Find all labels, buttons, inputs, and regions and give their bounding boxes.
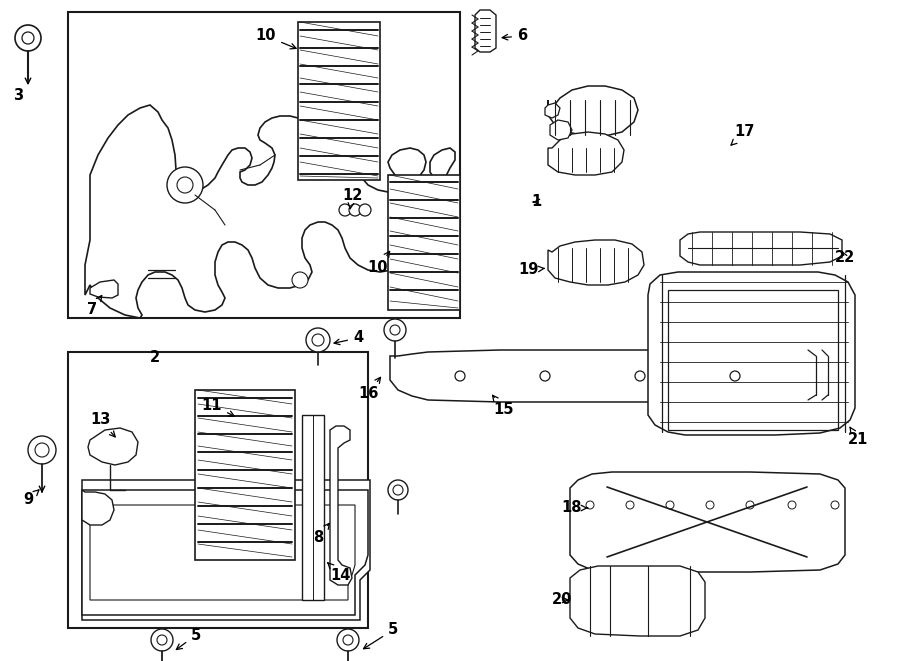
Text: 22: 22 [835, 251, 855, 266]
Circle shape [586, 501, 594, 509]
Polygon shape [548, 240, 644, 285]
Polygon shape [548, 132, 624, 175]
Text: 2: 2 [150, 350, 160, 366]
Polygon shape [390, 350, 834, 402]
Circle shape [177, 177, 193, 193]
Polygon shape [330, 426, 352, 585]
Polygon shape [545, 103, 560, 118]
Circle shape [292, 272, 308, 288]
Text: 3: 3 [13, 89, 23, 104]
Polygon shape [82, 490, 368, 615]
Circle shape [788, 501, 796, 509]
Circle shape [35, 443, 49, 457]
Circle shape [337, 629, 359, 651]
Polygon shape [195, 390, 295, 560]
Text: 17: 17 [731, 124, 755, 145]
Polygon shape [388, 175, 460, 310]
Polygon shape [570, 566, 705, 636]
Circle shape [626, 501, 634, 509]
Text: 10: 10 [368, 251, 390, 276]
Text: 18: 18 [562, 500, 588, 516]
Circle shape [388, 480, 408, 500]
Circle shape [706, 501, 714, 509]
Bar [668, 290, 838, 430]
Text: 5: 5 [176, 627, 201, 650]
Polygon shape [298, 22, 380, 180]
Text: 5: 5 [364, 623, 398, 648]
Bar [68, 352, 368, 628]
Text: 6: 6 [502, 28, 527, 44]
Circle shape [312, 334, 324, 346]
Circle shape [306, 328, 330, 352]
Text: 7: 7 [87, 295, 102, 317]
Circle shape [384, 319, 406, 341]
Circle shape [666, 501, 674, 509]
Circle shape [390, 325, 400, 335]
Text: 10: 10 [256, 28, 296, 49]
Circle shape [343, 635, 353, 645]
Circle shape [349, 204, 361, 216]
Circle shape [28, 436, 56, 464]
Text: 1: 1 [531, 194, 541, 210]
Text: 20: 20 [552, 592, 572, 607]
Circle shape [339, 204, 351, 216]
Polygon shape [82, 490, 114, 525]
Polygon shape [648, 272, 855, 435]
Text: 16: 16 [358, 377, 381, 401]
Text: 15: 15 [492, 395, 514, 418]
Text: 19: 19 [518, 262, 544, 278]
Circle shape [15, 25, 41, 51]
Circle shape [635, 371, 645, 381]
Circle shape [831, 501, 839, 509]
Text: 11: 11 [202, 397, 234, 416]
Circle shape [540, 371, 550, 381]
Circle shape [157, 635, 167, 645]
Text: 21: 21 [848, 427, 868, 447]
Text: 12: 12 [342, 188, 362, 209]
Text: 4: 4 [334, 330, 363, 346]
Polygon shape [680, 232, 842, 265]
Circle shape [393, 485, 403, 495]
Bar [302, 415, 324, 600]
Polygon shape [548, 86, 638, 136]
Polygon shape [475, 10, 496, 52]
Text: 13: 13 [90, 412, 115, 437]
Text: 9: 9 [22, 490, 39, 508]
Polygon shape [85, 105, 456, 318]
Text: 8: 8 [313, 524, 329, 545]
Polygon shape [570, 472, 845, 572]
Circle shape [359, 204, 371, 216]
Circle shape [167, 167, 203, 203]
Text: 14: 14 [328, 563, 350, 582]
Bar [68, 12, 460, 318]
Circle shape [151, 629, 173, 651]
Circle shape [22, 32, 34, 44]
Polygon shape [82, 480, 370, 620]
Polygon shape [550, 120, 572, 140]
Circle shape [746, 501, 754, 509]
Circle shape [730, 371, 740, 381]
Polygon shape [88, 428, 138, 465]
Polygon shape [90, 280, 118, 298]
Circle shape [455, 371, 465, 381]
